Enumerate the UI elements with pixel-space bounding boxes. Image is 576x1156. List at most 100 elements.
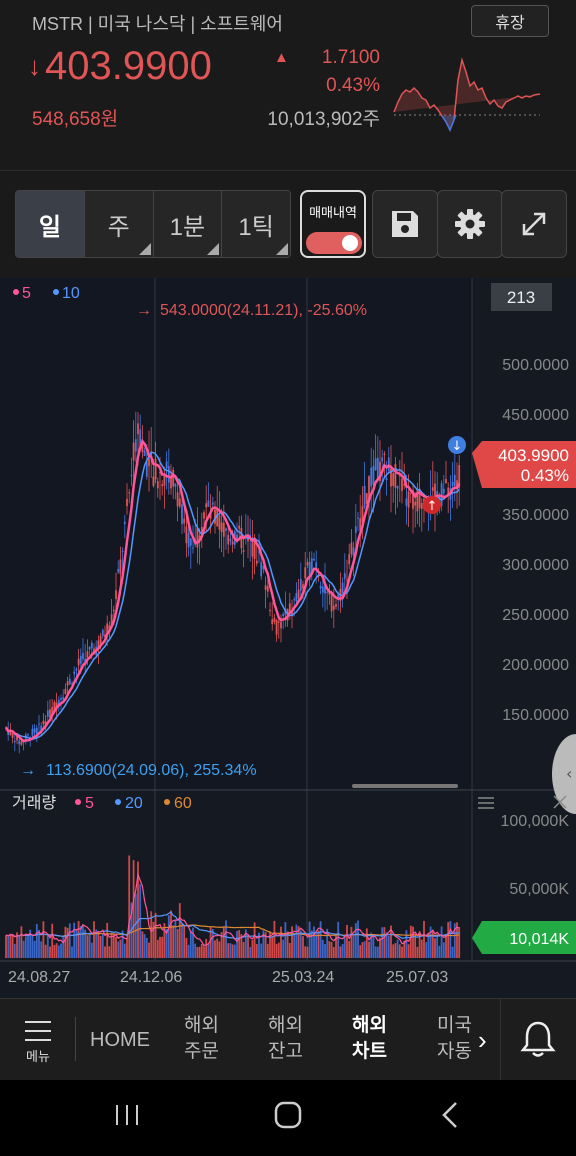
volume-bar (7, 936, 10, 958)
candle-body (42, 720, 45, 725)
nav-overseas-chart[interactable]: 해외 차트 (352, 1013, 387, 1065)
date-label: 24.08.27 (8, 969, 70, 986)
volume-menu-icon[interactable] (478, 797, 494, 809)
period-minute-tab[interactable]: 1분 (153, 191, 223, 257)
candle-body (53, 702, 56, 710)
volume-bar (354, 923, 357, 958)
candle-body (220, 522, 223, 533)
period-week-tab[interactable]: 주 (84, 191, 154, 257)
volume-bar (357, 920, 359, 958)
candle-body (431, 487, 434, 491)
volume-bar (260, 943, 263, 958)
volume-bar (27, 935, 29, 958)
save-button[interactable] (372, 190, 438, 258)
current-volume-tag (472, 921, 576, 954)
nav-us-auto[interactable]: 미국 자동 (437, 1013, 472, 1065)
volume-bar (207, 943, 210, 958)
volume-bar (126, 938, 128, 958)
vol-ma20-dot (115, 799, 121, 805)
volume-bar (35, 924, 38, 958)
candle-body (40, 725, 43, 732)
count-badge: 213 (507, 288, 535, 307)
price-chart[interactable]: 500.0000450.0000400.0000350.0000300.0000… (0, 278, 576, 998)
close-volume-icon[interactable] (553, 795, 567, 809)
candle-body (189, 538, 192, 546)
volume-bar (38, 929, 40, 958)
recent-apps-icon[interactable] (112, 1100, 142, 1130)
trade-history-switch[interactable] (306, 232, 362, 254)
period-day-label: 일 (38, 213, 61, 241)
volume-bar (211, 929, 214, 958)
candle-body (71, 683, 73, 685)
fullscreen-button[interactable] (501, 190, 567, 258)
volume-bar (97, 931, 100, 958)
volume-bar (159, 936, 161, 958)
candle-body (409, 492, 412, 494)
period-selector: 일 주 1분 1틱 (15, 190, 291, 258)
candle-body (326, 591, 329, 593)
volume-bar (132, 860, 135, 958)
candle-body (18, 740, 21, 745)
candle-body (304, 567, 307, 579)
volume-bar (165, 928, 168, 958)
buy-marker-arrow: ↑ (427, 499, 438, 514)
back-icon[interactable] (436, 1100, 466, 1130)
menu-button[interactable]: 메뉴 (12, 1017, 64, 1067)
ma5-legend: 5 (22, 285, 31, 302)
vol-ma5-dot (75, 799, 81, 805)
price-axis-label: 300.0000 (502, 557, 569, 574)
period-week-label: 주 (107, 213, 130, 241)
nav-home[interactable]: HOME (90, 1029, 150, 1051)
nav-overseas-order[interactable]: 해외 주문 (184, 1013, 219, 1065)
candle-body (420, 502, 423, 510)
volume-bar (185, 937, 188, 958)
volume-bar (451, 946, 454, 958)
market-closed-button[interactable]: 휴장 (471, 5, 549, 37)
candle-body (262, 565, 265, 570)
nav-divider (500, 999, 501, 1081)
settings-button[interactable] (437, 190, 503, 258)
candle-body (346, 579, 348, 581)
trade-history-toggle-box[interactable]: 매매내역 (300, 190, 366, 258)
volume-bar (310, 930, 313, 958)
candle-body (453, 474, 456, 486)
ma10-dot (53, 289, 59, 295)
volume-bar (429, 926, 432, 958)
nav-overseas-balance[interactable]: 해외 잔고 (268, 1013, 303, 1065)
candle-body (280, 621, 282, 629)
volume-bar (170, 910, 172, 958)
candle-body (350, 542, 353, 555)
candle-body (247, 536, 249, 542)
volume-bar (128, 855, 131, 958)
volume-bar (121, 930, 124, 958)
volume-bar (379, 937, 381, 958)
side-panel-handle[interactable] (552, 734, 576, 814)
volume-bar (55, 943, 58, 958)
volume-bar (238, 930, 241, 958)
chart-scrollbar[interactable] (352, 784, 458, 788)
candle-body (35, 727, 38, 735)
sell-marker-icon[interactable] (448, 436, 466, 454)
sell-marker-arrow: ↓ (452, 439, 463, 454)
volume-bar (53, 944, 56, 958)
volume-bar (139, 884, 142, 958)
candle-body (132, 442, 135, 461)
volume-bar (216, 938, 219, 958)
bell-icon[interactable] (518, 1019, 558, 1059)
volume-bar (295, 924, 298, 958)
period-tick-tab[interactable]: 1틱 (222, 191, 290, 257)
chart-canvas[interactable]: 500.0000450.0000400.0000350.0000300.0000… (0, 278, 576, 998)
volume-bar (385, 932, 388, 958)
volume-bar (458, 927, 461, 958)
volume-bar (453, 923, 456, 958)
volume-bar (442, 942, 445, 958)
volume-bar (181, 922, 183, 958)
candle-body (216, 509, 219, 527)
up-triangle-icon: ▲ (274, 49, 289, 66)
period-day-tab[interactable]: 일 (16, 191, 85, 257)
chevron-right-icon[interactable]: › (478, 1025, 487, 1055)
home-icon[interactable] (273, 1100, 303, 1130)
buy-marker-icon[interactable] (423, 496, 441, 514)
menu-label: 메뉴 (26, 1049, 50, 1064)
